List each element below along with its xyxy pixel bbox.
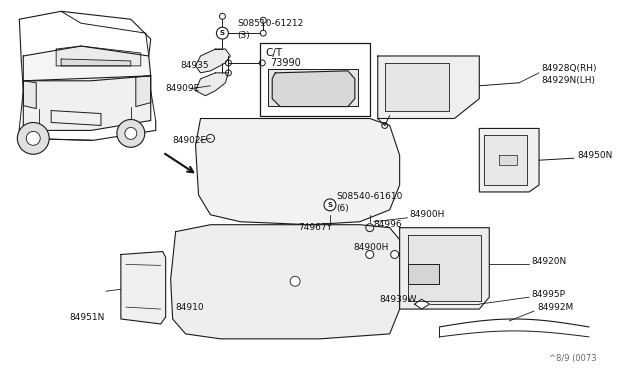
Polygon shape: [415, 299, 429, 309]
Polygon shape: [136, 76, 151, 107]
Polygon shape: [479, 128, 539, 192]
Text: S08540-61610: S08540-61610: [336, 192, 403, 201]
Text: 84900H: 84900H: [410, 210, 445, 219]
Circle shape: [125, 128, 137, 140]
Polygon shape: [385, 63, 449, 110]
Text: 84996: 84996: [374, 220, 403, 229]
Polygon shape: [196, 73, 228, 96]
Polygon shape: [121, 251, 166, 324]
Circle shape: [366, 250, 374, 259]
Text: (6): (6): [336, 204, 349, 213]
Text: 84920N: 84920N: [531, 257, 566, 266]
Polygon shape: [499, 155, 517, 165]
Text: S: S: [328, 202, 332, 208]
Polygon shape: [399, 228, 489, 309]
Polygon shape: [56, 46, 141, 66]
Text: 74967Y: 74967Y: [298, 223, 332, 232]
Circle shape: [290, 276, 300, 286]
Polygon shape: [272, 71, 355, 107]
Polygon shape: [23, 76, 151, 131]
Text: 84939W: 84939W: [380, 295, 417, 304]
Polygon shape: [196, 49, 230, 73]
Text: 84929N(LH): 84929N(LH): [541, 76, 595, 85]
Text: 84909E: 84909E: [166, 84, 200, 93]
Polygon shape: [378, 56, 479, 119]
Polygon shape: [408, 235, 481, 301]
Text: ^8/9 (0073: ^8/9 (0073: [549, 354, 596, 363]
Text: 84902E: 84902E: [173, 136, 207, 145]
Text: 84950N: 84950N: [577, 151, 612, 160]
Text: S: S: [220, 30, 225, 36]
Text: 84992M: 84992M: [537, 302, 573, 312]
Text: S08510-61212: S08510-61212: [237, 19, 303, 28]
Circle shape: [117, 119, 145, 147]
Polygon shape: [268, 69, 358, 106]
Polygon shape: [171, 225, 399, 339]
Polygon shape: [196, 119, 399, 225]
Circle shape: [17, 122, 49, 154]
Text: 84900H: 84900H: [354, 243, 389, 252]
Polygon shape: [408, 264, 440, 284]
Circle shape: [26, 131, 40, 145]
Circle shape: [324, 199, 336, 211]
Text: 84995P: 84995P: [531, 290, 565, 299]
Polygon shape: [61, 59, 131, 66]
Polygon shape: [260, 43, 370, 116]
Circle shape: [216, 27, 228, 39]
Text: 84928Q(RH): 84928Q(RH): [541, 64, 596, 73]
Polygon shape: [484, 135, 527, 185]
Polygon shape: [23, 46, 151, 81]
Circle shape: [390, 250, 399, 259]
Text: C/T: C/T: [265, 48, 282, 58]
Text: (3): (3): [237, 31, 250, 40]
Text: 84910: 84910: [175, 302, 204, 312]
Text: 84935: 84935: [180, 61, 209, 70]
Text: 73990: 73990: [270, 58, 301, 68]
Text: 84951N: 84951N: [69, 312, 104, 321]
Polygon shape: [23, 81, 36, 109]
